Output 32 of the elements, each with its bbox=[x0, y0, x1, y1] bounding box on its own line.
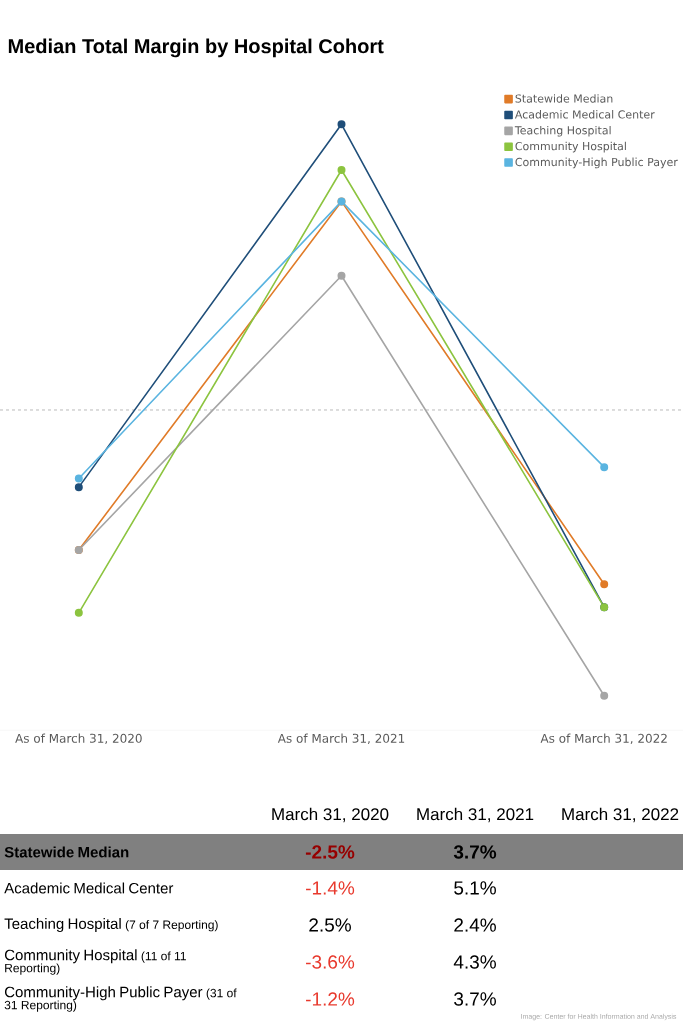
x-tick-label: As of March 31, 2020 bbox=[15, 733, 142, 745]
legend-label: Teaching Hospital bbox=[514, 125, 611, 137]
text: March 31, 2020 bbox=[272, 807, 389, 823]
text: (11 of 11 bbox=[141, 951, 186, 963]
text: March 31, 2021 bbox=[417, 807, 534, 823]
text: March 31, 2022 bbox=[562, 807, 679, 823]
text: Academic Medical Center bbox=[4, 882, 174, 894]
text: -3.6% bbox=[306, 955, 355, 969]
text: -2.5% bbox=[305, 845, 355, 859]
text: -1.2% bbox=[306, 992, 355, 1006]
legend-label: Academic Medical Center bbox=[514, 110, 655, 119]
chart-title: Median Total Margin by Hospital Cohort bbox=[8, 38, 384, 58]
text: 2.5% bbox=[309, 918, 351, 932]
x-tick-label: As of March 31, 2021 bbox=[277, 733, 405, 745]
text: (31 of bbox=[206, 988, 237, 1000]
text: 3.7% bbox=[454, 992, 496, 1006]
text: 4.3% bbox=[453, 955, 496, 969]
text: Community Hospital bbox=[4, 949, 137, 964]
text: 5.1% bbox=[454, 881, 496, 895]
text: 3.7% bbox=[453, 845, 497, 859]
text: 31 Reporting) bbox=[4, 1000, 77, 1012]
legend-label: Community Hospital bbox=[515, 141, 626, 153]
text: 2.4% bbox=[454, 918, 496, 932]
text: (7 of 7 Reporting) bbox=[125, 920, 218, 932]
text: -1.4% bbox=[306, 881, 355, 895]
legend-label: Community-High Public Payer bbox=[515, 157, 678, 169]
text: Teaching Hospital bbox=[4, 918, 121, 932]
text: Community-High Public Payer bbox=[4, 986, 203, 1001]
text: Statewide Median bbox=[4, 846, 129, 858]
legend-label: Statewide Median bbox=[515, 94, 613, 103]
x-tick-label: As of March 31, 2022 bbox=[540, 733, 667, 745]
text: Reporting) bbox=[5, 963, 60, 975]
